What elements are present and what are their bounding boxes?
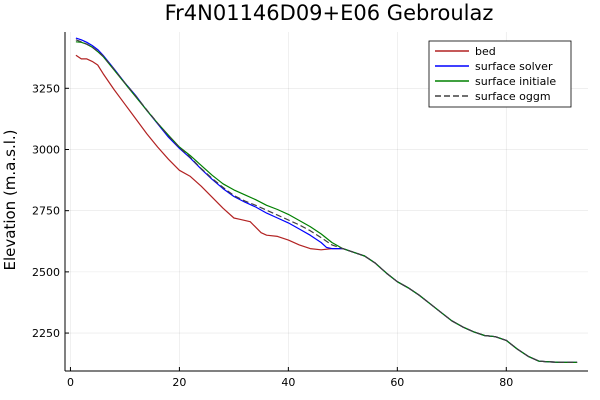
x-tick-label: 60	[390, 376, 404, 389]
x-tick-label: 40	[281, 376, 295, 389]
y-tick-label: 3250	[32, 82, 60, 95]
legend-label-bed: bed	[475, 45, 496, 58]
legend-label-surface-oggm: surface oggm	[475, 90, 551, 103]
legend-label-surface-initiale: surface initiale	[475, 75, 556, 88]
series-line-surface-oggm	[75, 39, 578, 363]
x-tick-label: 20	[172, 376, 186, 389]
legend-box	[428, 40, 572, 108]
y-tick-label: 2250	[32, 327, 60, 340]
chart-title: Fr4N01146D09+E06 Gebroulaz	[165, 1, 494, 25]
series-lines	[75, 37, 578, 363]
legend-label-surface-solver: surface solver	[475, 60, 553, 73]
y-tick-label: 3000	[32, 143, 60, 156]
x-tick-label: 80	[499, 376, 513, 389]
x-tick-label: 0	[67, 376, 74, 389]
axes: 0 20 40 60 80 2250 2500 2750 3000 3250	[32, 32, 588, 389]
y-tick-label: 2500	[32, 266, 60, 279]
y-axis-label: Elevation (m.a.s.l.)	[1, 129, 19, 270]
legend: bed surface solver surface initiale surface…	[428, 40, 572, 108]
y-tick-label: 2750	[32, 205, 60, 218]
